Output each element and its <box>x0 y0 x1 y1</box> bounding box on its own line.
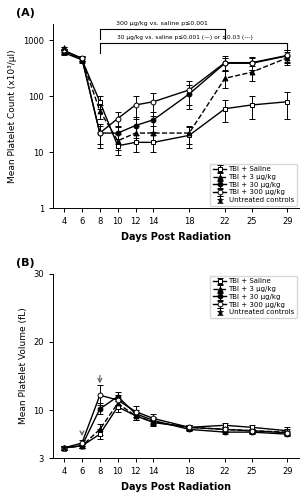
X-axis label: Days Post Radiation: Days Post Radiation <box>121 482 231 492</box>
Text: 30 µg/kg vs. saline p≤0.001 (—) or ≤0.03 (---): 30 µg/kg vs. saline p≤0.001 (—) or ≤0.03… <box>117 34 253 40</box>
Text: (A): (A) <box>16 8 35 18</box>
Text: (B): (B) <box>16 258 35 268</box>
Legend: TBI + Saline, TBI + 3 µg/kg, TBI + 30 µg/kg, TBI + 300 µg/kg, Untreated controls: TBI + Saline, TBI + 3 µg/kg, TBI + 30 µg… <box>210 276 297 318</box>
Y-axis label: Mean Platelet Count (x10³/µl): Mean Platelet Count (x10³/µl) <box>8 49 17 182</box>
Legend: TBI + Saline, TBI + 3 µg/kg, TBI + 30 µg/kg, TBI + 300 µg/kg, Untreated controls: TBI + Saline, TBI + 3 µg/kg, TBI + 30 µg… <box>210 164 297 206</box>
Y-axis label: Mean Platelet Volume (fL): Mean Platelet Volume (fL) <box>19 308 28 424</box>
X-axis label: Days Post Radiation: Days Post Radiation <box>121 232 231 241</box>
Text: 300 µg/kg vs. saline p≤0.001: 300 µg/kg vs. saline p≤0.001 <box>116 20 208 25</box>
